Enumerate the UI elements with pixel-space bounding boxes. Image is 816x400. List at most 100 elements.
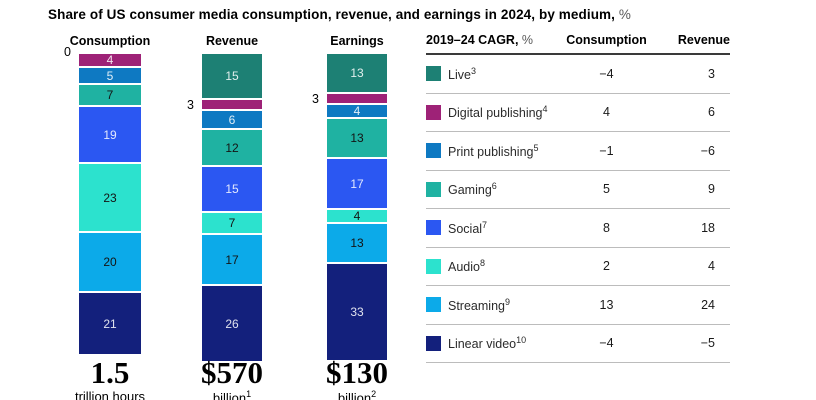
cagr-revenue-value-live: 3: [708, 66, 715, 81]
row-label-text: Gaming6: [448, 181, 497, 198]
row-label-text: Print publishing5: [448, 142, 539, 159]
row-label-social: Social7: [426, 220, 556, 236]
segment-earnings-streaming: 13: [327, 224, 387, 262]
total-earnings: $130: [326, 355, 388, 390]
legend-swatch-social: [426, 220, 441, 236]
cagr-consumption-value-print-publishing: −1: [599, 143, 614, 158]
cagr-revenue-value-digital-publishing: 6: [708, 105, 715, 120]
table-row-digital-publishing: Digital publishing4 4 6: [426, 94, 730, 132]
legend-swatch-gaming: [426, 181, 441, 197]
cagr-consumption-value-audio: 2: [603, 259, 610, 274]
segment-earnings-social: 17: [327, 159, 387, 208]
segment-consumption-gaming: 7: [79, 85, 141, 105]
segment-consumption-social: 19: [79, 107, 141, 162]
table-row-gaming: Gaming6 5 9: [426, 171, 730, 209]
segment-revenue-gaming: 12: [202, 130, 262, 165]
total-revenue: $570: [201, 355, 263, 390]
footnote-marker: 4: [542, 104, 548, 115]
segment-earnings-gaming: 13: [327, 119, 387, 157]
segment-consumption-digital-publishing: 4: [79, 54, 141, 66]
cagr-revenue-value-print-publishing: −6: [700, 143, 715, 158]
cagr-consumption-value-gaming: 5: [603, 182, 610, 197]
footnote-marker: 7: [482, 219, 488, 230]
cagr-table-rows: Live3 −4 3 Digital publishing4 4 6 Print publi…: [426, 55, 730, 363]
segment-revenue-streaming: 17: [202, 235, 262, 284]
row-label-print-publishing: Print publishing5: [426, 143, 556, 159]
cagr-consumption-value-streaming: 13: [599, 297, 614, 312]
segment-earnings-audio: 4: [327, 210, 387, 222]
bar-consumption: 4 5 7 19 23 20 21: [79, 54, 141, 354]
cagr-revenue-value-social: 18: [701, 220, 715, 235]
bar-revenue: 15 6 12 15 7 17 26: [202, 54, 262, 361]
row-label-text: Live3: [448, 65, 476, 82]
footnote-marker: 10: [516, 335, 527, 346]
cagr-header-title: 2019–24 CAGR, %: [426, 33, 556, 47]
cagr-revenue-value-linear-video: −5: [700, 336, 715, 351]
footnote-marker: 3: [470, 65, 476, 76]
cagr-header-label: 2019–24 CAGR,: [426, 33, 519, 47]
segment-revenue-print-publishing: 6: [202, 111, 262, 128]
column-header-revenue: Revenue: [205, 34, 259, 48]
footnote-marker: 8: [479, 258, 485, 269]
segment-earnings-print-publishing: 4: [327, 105, 387, 117]
cagr-revenue-value-gaming: 9: [708, 182, 715, 197]
total-unit-consumption: trillion hours: [74, 389, 146, 400]
segment-revenue-live: 15: [202, 54, 262, 98]
row-label-linear-video: Linear video10: [426, 335, 556, 351]
segment-consumption-print-publishing: 5: [79, 68, 141, 83]
cagr-revenue-value-streaming: 24: [701, 297, 715, 312]
row-label-text: Audio8: [448, 258, 485, 275]
page-title-text: Share of US consumer media consumption, …: [48, 7, 615, 22]
footnote-marker: 5: [533, 142, 539, 153]
segment-consumption-linear-video: 21: [79, 293, 141, 354]
row-label-text: Streaming9: [448, 296, 510, 313]
row-label-live: Live3: [426, 66, 556, 82]
cagr-table: 2019–24 CAGR, % Consumption Revenue Live…: [426, 33, 730, 363]
footnote-marker: 2: [371, 389, 377, 399]
page-title-unit: %: [618, 7, 631, 22]
legend-swatch-streaming: [426, 297, 441, 313]
cagr-consumption-value-linear-video: −4: [599, 336, 614, 351]
segment-consumption-streaming: 20: [79, 233, 141, 291]
row-label-digital-publishing: Digital publishing4: [426, 104, 556, 120]
footnote-marker: 6: [491, 181, 497, 192]
segment-revenue-digital-publishing: [202, 100, 262, 109]
legend-swatch-live: [426, 66, 441, 82]
cagr-consumption-value-live: −4: [599, 66, 614, 81]
page-title: Share of US consumer media consumption, …: [48, 7, 631, 22]
table-row-print-publishing: Print publishing5 −1 −6: [426, 132, 730, 171]
legend-swatch-digital-publishing: [426, 104, 441, 120]
column-header-earnings: Earnings: [330, 34, 384, 48]
segment-earnings-live: 13: [327, 54, 387, 92]
segment-earnings-digital-publishing: [327, 94, 387, 103]
row-label-audio: Audio8: [426, 258, 556, 274]
column-header-consumption: Consumption: [69, 34, 151, 48]
total-consumption: 1.5: [90, 355, 130, 390]
segment-consumption-audio: 23: [79, 164, 141, 231]
cagr-consumption-value-digital-publishing: 4: [603, 105, 610, 120]
segment-revenue-social: 15: [202, 167, 262, 211]
legend-swatch-linear-video: [426, 335, 441, 351]
legend-swatch-print-publishing: [426, 143, 441, 159]
table-row-live: Live3 −4 3: [426, 55, 730, 94]
segment-callout-revenue-digital-publishing: 3: [187, 97, 194, 112]
total-unit-revenue: billion1: [212, 389, 252, 400]
cagr-revenue-value-audio: 4: [708, 259, 715, 274]
segment-revenue-linear-video: 26: [202, 286, 262, 361]
row-label-text: Linear video10: [448, 335, 527, 352]
footnote-marker: 9: [504, 296, 510, 307]
cagr-header-revenue: Revenue: [677, 33, 730, 47]
axis-zero-label-consumption: 0: [64, 45, 71, 59]
cagr-consumption-value-social: 8: [603, 220, 610, 235]
cagr-table-header: 2019–24 CAGR, % Consumption Revenue: [426, 33, 730, 55]
table-row-linear-video: Linear video10 −4 −5: [426, 325, 730, 363]
cagr-header-unit: %: [521, 33, 534, 47]
row-label-gaming: Gaming6: [426, 181, 556, 197]
bar-earnings: 13 4 13 17 4 13 33: [327, 54, 387, 360]
table-row-streaming: Streaming9 13 24: [426, 286, 730, 325]
table-row-audio: Audio8 2 4: [426, 248, 730, 286]
cagr-header-consumption: Consumption: [566, 33, 647, 47]
legend-swatch-audio: [426, 258, 441, 274]
segment-earnings-linear-video: 33: [327, 264, 387, 360]
